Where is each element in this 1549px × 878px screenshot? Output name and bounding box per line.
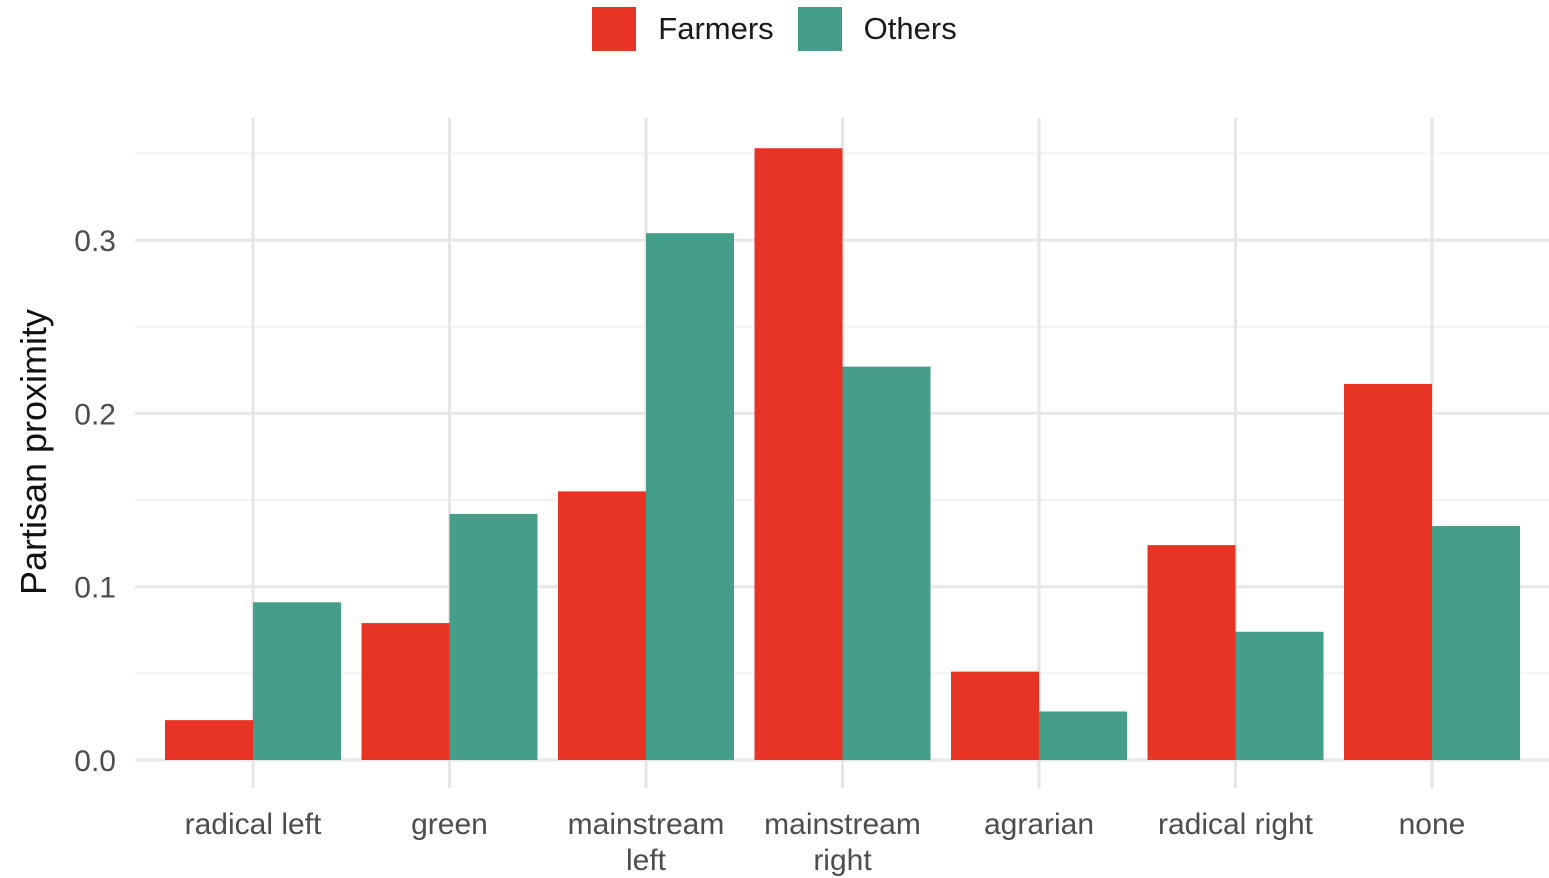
- bar-others-radical-left: [253, 602, 341, 760]
- x-tick-label: mainstream left: [568, 808, 725, 877]
- legend-label-others: Others: [863, 11, 957, 46]
- legend-swatch-farmers: [592, 7, 637, 51]
- y-axis-label: Partisan proximity: [13, 309, 54, 595]
- bar-others-radical-right: [1235, 631, 1324, 760]
- bar-farmers-agrarian: [951, 671, 1039, 760]
- bar-others-green: [449, 513, 538, 760]
- legend-swatch-others: [797, 7, 842, 51]
- x-tick-label: radical right: [1158, 808, 1314, 841]
- x-tick-label: mainstream right: [764, 808, 921, 877]
- bar-others-none: [1432, 526, 1520, 760]
- bar-farmers-mainstream-right: [754, 148, 843, 761]
- x-tick-label: none: [1399, 808, 1466, 841]
- x-tick-label: radical left: [185, 808, 322, 841]
- bars: [165, 148, 1520, 761]
- legend: Farmers Others: [0, 6, 1549, 52]
- bar-others-mainstream-right: [842, 366, 931, 760]
- bar-farmers-radical-right: [1147, 545, 1236, 760]
- bar-others-mainstream-left: [646, 233, 734, 761]
- bar-farmers-green: [361, 623, 450, 760]
- y-tick-label: 0.3: [74, 225, 116, 258]
- x-tick-label: green: [411, 808, 488, 841]
- bar-others-agrarian: [1039, 711, 1127, 760]
- y-tick-label: 0.0: [74, 745, 116, 778]
- legend-item-others: Others: [797, 7, 957, 51]
- x-tick-labels: radical left green mainstream left mainstrea…: [185, 808, 1466, 877]
- legend-item-farmers: Farmers: [592, 7, 774, 51]
- y-tick-label: 0.1: [74, 572, 116, 605]
- bar-farmers-none: [1344, 383, 1432, 760]
- x-tick-label: agrarian: [984, 808, 1094, 841]
- legend-label-farmers: Farmers: [658, 11, 774, 46]
- y-tick-labels: 0.0 0.1 0.2 0.3: [74, 225, 116, 778]
- bar-farmers-radical-left: [165, 720, 253, 760]
- bar-farmers-mainstream-left: [558, 491, 646, 760]
- y-tick-label: 0.2: [74, 398, 116, 431]
